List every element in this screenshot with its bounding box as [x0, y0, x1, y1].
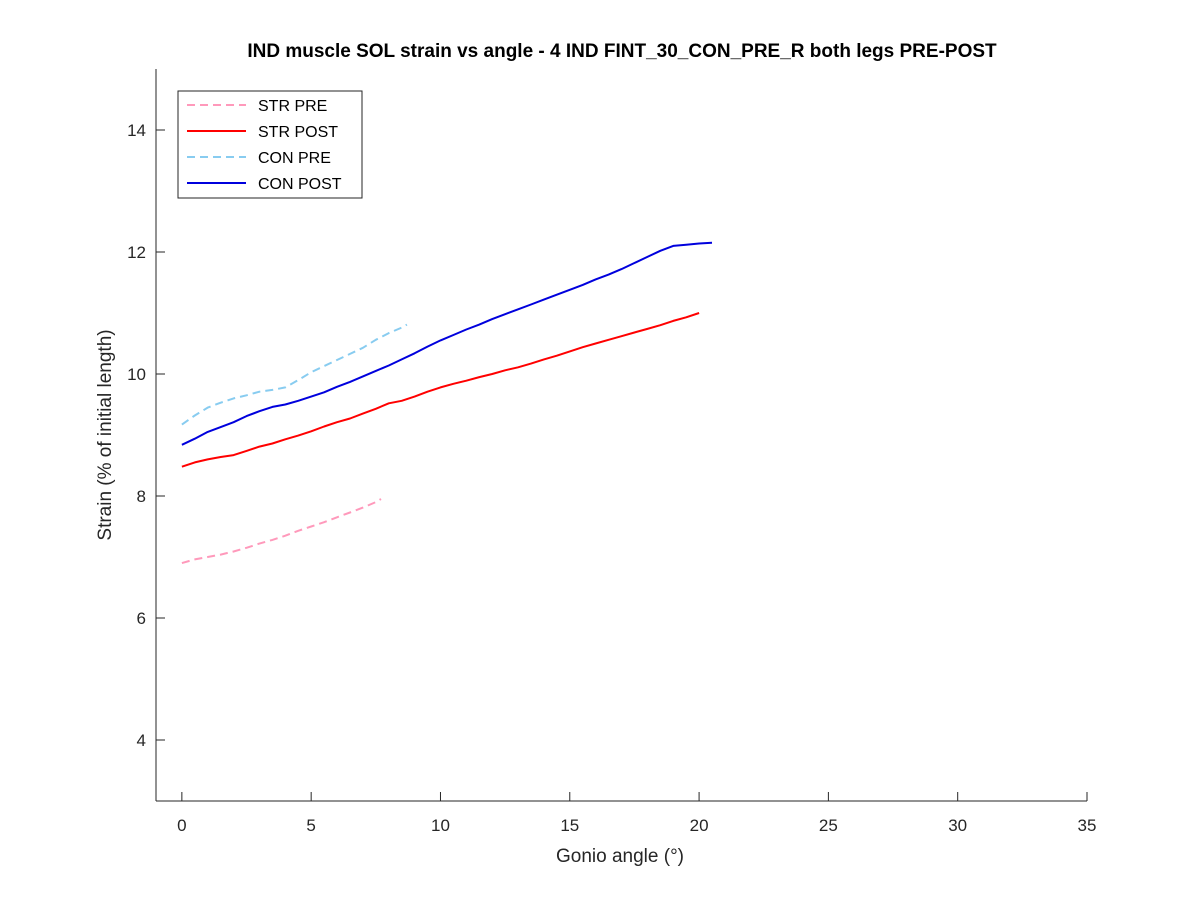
legend-label-con-pre: CON PRE: [258, 150, 331, 167]
y-tick-label: 4: [137, 731, 146, 750]
y-tick-label: 6: [137, 609, 146, 628]
y-ticks: 4 6 8 10 12 14: [127, 121, 165, 750]
chart-title: IND muscle SOL strain vs angle - 4 IND F…: [247, 41, 997, 62]
x-tick-label: 5: [306, 816, 315, 835]
x-tick-label: 20: [690, 816, 709, 835]
x-ticks: 0 5 10 15 20 25 30 35: [177, 792, 1096, 835]
x-axis-label: Gonio angle (°): [556, 846, 684, 867]
legend: STR PRE STR POST CON PRE CON POST: [177, 90, 363, 199]
plot-area: 0 5 10 15 20 25 30 35 4 6 8 10 12 14: [127, 69, 1096, 835]
legend-label-con-post: CON POST: [258, 176, 342, 193]
y-tick-label: 12: [127, 243, 146, 262]
series-line-str-pre: [181, 498, 382, 565]
series-group: [181, 241, 713, 565]
legend-items: STR PRE STR POST CON PRE CON POST: [187, 98, 342, 193]
x-tick-label: 0: [177, 816, 186, 835]
x-tick-label: 30: [948, 816, 967, 835]
x-tick-label: 15: [560, 816, 579, 835]
series-line-con-post: [181, 241, 713, 446]
legend-label-str-post: STR POST: [258, 124, 338, 141]
x-tick-label: 35: [1078, 816, 1097, 835]
y-tick-label: 14: [127, 121, 146, 140]
y-tick-label: 10: [127, 365, 146, 384]
legend-box: [177, 90, 363, 199]
x-tick-label: 25: [819, 816, 838, 835]
y-axis-label: Strain (% of initial length): [95, 329, 116, 540]
x-tick-label: 10: [431, 816, 450, 835]
legend-label-str-pre: STR PRE: [258, 98, 327, 115]
series-line-str-post: [181, 312, 700, 468]
y-tick-label: 8: [137, 487, 146, 506]
series-line-con-pre: [181, 323, 408, 426]
